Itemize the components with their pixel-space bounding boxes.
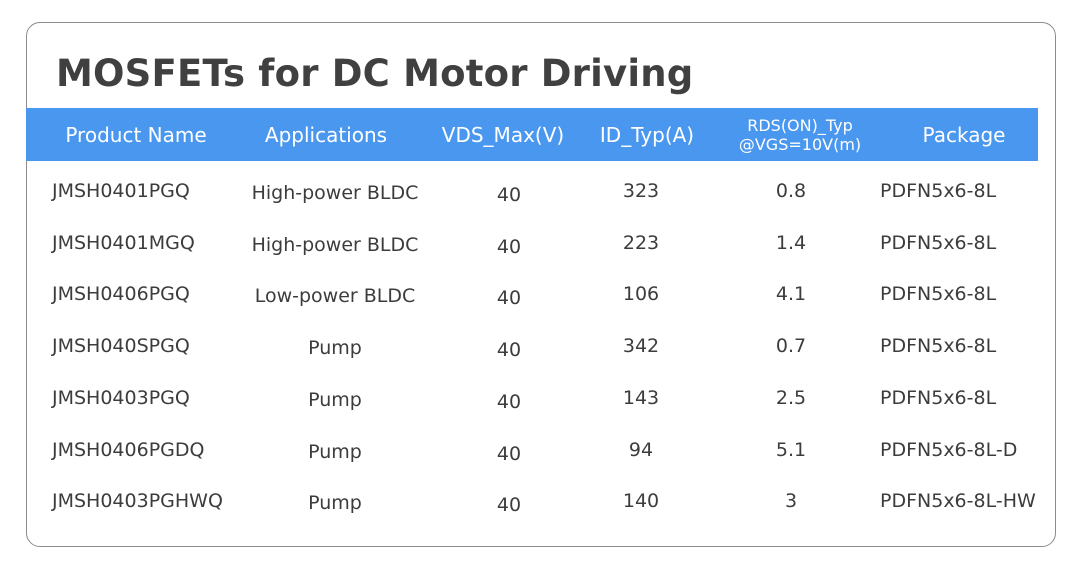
cell-rds-on: 4.1 [775,283,807,306]
cell-id-typ: 106 [622,283,660,306]
cell-rds-on: 1.4 [775,231,807,254]
cell-product-name: JMSH0403PGQ [52,386,190,409]
cell-rds-on: 2.5 [775,386,807,409]
cell-product-name: JMSH0401PGQ [52,180,190,202]
cell-id-typ: 223 [622,231,660,254]
header-rds-line1: RDS(ON)_Typ [747,115,853,135]
page-title: MOSFETs for DC Motor Driving [56,52,694,95]
cell-package: PDFN5x6-8L [880,180,997,202]
cell-id-typ: 342 [622,335,660,358]
cell-product-name: JMSH0406PGDQ [52,438,205,461]
cell-package: PDFN5x6-8L [880,335,997,358]
cell-id-typ: 140 [622,490,660,513]
table-header [26,108,1038,161]
cell-vds-max: 40 [496,287,522,310]
cell-vds-max: 40 [496,494,522,517]
cell-application: Pump [308,440,362,463]
cell-application: Pump [308,492,362,515]
cell-vds-max: 40 [496,339,522,362]
cell-vds-max: 40 [496,235,522,258]
cell-product-name: JMSH0406PGQ [52,283,190,306]
cell-application: Pump [308,388,362,411]
cell-package: PDFN5x6-8L [880,231,997,254]
cell-application: Low-power BLDC [254,285,416,308]
header-applications: Applications [264,122,388,147]
cell-application: High-power BLDC [251,182,419,204]
header-package: Package [922,122,1006,147]
cell-vds-max: 40 [496,184,522,206]
header-vds-max: VDS_Max(V) [441,122,565,147]
cell-package: PDFN5x6-8L [880,283,997,306]
header-id-typ: ID_Typ(A) [599,122,695,147]
cell-application: Pump [308,337,362,360]
cell-vds-max: 40 [496,442,522,465]
cell-package: PDFN5x6-8L-HW [880,490,1036,513]
cell-id-typ: 143 [622,386,660,409]
cell-package: PDFN5x6-8L [880,386,997,409]
header-rds-on: RDS(ON)_Typ @VGS=10V(m) [718,108,882,161]
cell-rds-on: 0.8 [775,180,807,202]
cell-rds-on: 0.7 [775,335,807,358]
cell-rds-on: 3 [784,490,798,513]
header-rds-line2: @VGS=10V(m) [738,134,862,154]
cell-product-name: JMSH0401MGQ [52,231,195,254]
cell-id-typ: 323 [622,180,660,202]
cell-vds-max: 40 [496,390,522,413]
cell-product-name: JMSH0403PGHWQ [52,490,223,513]
cell-package: PDFN5x6-8L-D [880,438,1018,461]
header-product-name: Product Name [65,122,207,147]
cell-rds-on: 5.1 [775,438,807,461]
cell-id-typ: 94 [628,438,654,461]
cell-product-name: JMSH040SPGQ [52,335,190,358]
cell-application: High-power BLDC [251,233,419,256]
